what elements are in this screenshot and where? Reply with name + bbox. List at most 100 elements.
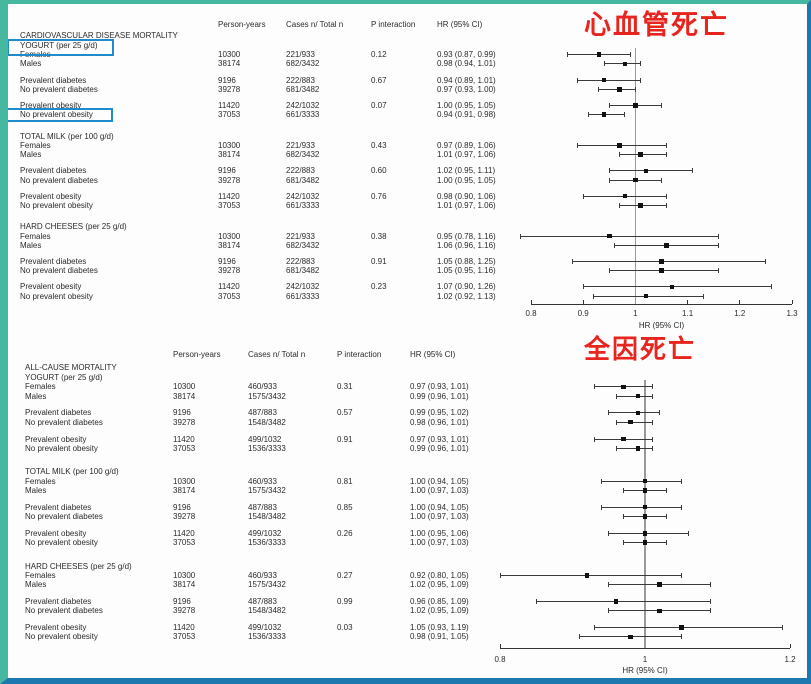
axis-tick-label: 0.8 xyxy=(525,308,537,318)
ci-cap-right xyxy=(718,268,720,274)
row-label: Females xyxy=(20,231,51,241)
cases-value: 661/3333 xyxy=(286,291,320,301)
ci-line xyxy=(572,261,766,262)
forest-marker xyxy=(628,634,633,640)
section-title: ALL-CAUSE MORTALITY xyxy=(25,363,117,372)
ci-cap-left xyxy=(598,86,600,92)
p-interaction-value: 0.76 xyxy=(371,191,387,201)
ci-cap-right xyxy=(651,419,653,425)
axis-tick-label: 0.8 xyxy=(494,655,506,665)
hr-ci-value: 0.98 (0.90, 1.06) xyxy=(437,191,496,201)
ci-cap-left xyxy=(622,487,624,493)
ci-cap-left xyxy=(614,242,616,248)
forest-marker xyxy=(635,393,640,399)
ci-cap-right xyxy=(718,233,720,239)
person-years-value: 39278 xyxy=(173,417,196,427)
row-label: No prevalent diabetes xyxy=(20,84,98,94)
axis-tick-label: 1 xyxy=(642,655,648,665)
ci-cap-left xyxy=(615,393,617,399)
ci-cap-left xyxy=(593,625,595,631)
column-header-cases: Cases n/ Total n xyxy=(286,20,344,29)
forest-marker xyxy=(635,410,640,416)
hr-ci-value: 1.02 (0.95, 1.11) xyxy=(437,166,496,176)
ci-cap-left xyxy=(608,177,610,183)
ci-line xyxy=(601,480,682,482)
row-label: No prevalent obesity xyxy=(25,632,98,642)
forest-marker xyxy=(638,203,643,208)
row-label: No prevalent obesity xyxy=(25,538,98,548)
axis-title: HR (95% CI) xyxy=(638,320,685,330)
p-interaction-value: 0.38 xyxy=(371,231,387,241)
cases-value: 242/1032 xyxy=(286,191,320,201)
forest-marker xyxy=(664,243,669,248)
ci-cap-right xyxy=(666,152,668,158)
row-label: Prevalent obesity xyxy=(25,623,87,633)
row-label: Prevalent obesity xyxy=(25,528,87,538)
ci-cap-left xyxy=(619,202,621,208)
axis-tick-label: 1.3 xyxy=(786,308,798,318)
forest-marker xyxy=(633,177,638,183)
person-years-value: 39278 xyxy=(218,266,241,276)
column-header-hr-ci: HR (95% CI) xyxy=(437,20,483,29)
axis-title: HR (95% CI) xyxy=(622,666,668,676)
column-header-p-interaction: P interaction xyxy=(337,350,382,359)
row-label: No prevalent diabetes xyxy=(20,266,98,276)
ci-cap-right xyxy=(651,384,653,390)
highlight-box xyxy=(8,39,114,56)
person-years-value: 9196 xyxy=(218,166,236,176)
hr-ci-value: 1.00 (0.95, 1.05) xyxy=(437,101,496,110)
axis-tick-label: 1 xyxy=(633,308,638,318)
person-years-value: 37053 xyxy=(173,538,196,548)
forest-panels: Person-years Cases n/ Total n P interactio… xyxy=(8,4,807,678)
cases-value: 460/933 xyxy=(248,476,277,486)
person-years-value: 37053 xyxy=(218,200,241,210)
ci-line xyxy=(609,170,693,172)
hr-ci-value: 0.96 (0.85, 1.09) xyxy=(410,597,469,606)
person-years-value: 39278 xyxy=(173,606,196,616)
hr-ci-value: 1.00 (0.97, 1.03) xyxy=(410,512,469,521)
forest-marker xyxy=(596,52,602,57)
person-years-value: 38174 xyxy=(218,240,241,250)
hr-ci-value: 0.98 (0.91, 1.05) xyxy=(410,632,469,642)
person-years-value: 9196 xyxy=(173,408,191,418)
person-years-value: 10300 xyxy=(218,50,241,60)
cases-value: 1536/3333 xyxy=(248,538,286,548)
ci-cap-left xyxy=(577,142,579,148)
ci-cap-left xyxy=(579,634,581,640)
axis-tick-label: 1.2 xyxy=(784,655,796,665)
forest-marker xyxy=(601,77,607,83)
person-years-value: 11420 xyxy=(218,101,240,110)
hr-ci-value: 0.94 (0.91, 0.98) xyxy=(437,110,496,120)
group-title: YOGURT (per 25 g/d) xyxy=(25,373,103,382)
p-interaction-value: 0.27 xyxy=(337,570,353,580)
person-years-value: 11420 xyxy=(218,282,240,292)
person-years-value: 37053 xyxy=(218,291,241,301)
hr-ci-value: 0.92 (0.80, 1.05) xyxy=(410,570,469,580)
forest-marker xyxy=(622,193,628,199)
forest-marker xyxy=(642,488,648,493)
row-label: Prevalent diabetes xyxy=(20,75,87,85)
ci-cap-left xyxy=(535,599,537,604)
refline xyxy=(644,380,646,649)
cases-value: 1536/3333 xyxy=(248,443,286,453)
ci-cap-left xyxy=(615,419,617,425)
ci-cap-right xyxy=(666,514,668,519)
annotation-cvd-mortality-chinese: 心血管死亡 xyxy=(584,10,729,40)
ci-cap-right xyxy=(680,478,682,484)
forest-marker xyxy=(628,419,633,425)
ci-cap-left xyxy=(520,233,522,239)
ci-cap-left xyxy=(619,152,621,158)
row-label: Males xyxy=(25,485,47,495)
hr-ci-value: 1.00 (0.94, 1.05) xyxy=(410,476,469,486)
row-label: Males xyxy=(20,59,42,69)
person-years-value: 39278 xyxy=(218,175,241,185)
hr-ci-value: 1.00 (0.95, 1.05) xyxy=(437,175,496,185)
ci-cap-right xyxy=(718,242,720,248)
cases-value: 1548/3482 xyxy=(248,512,286,521)
cases-value: 487/883 xyxy=(248,502,277,512)
row-label: Prevalent diabetes xyxy=(20,166,87,176)
cases-value: 499/1032 xyxy=(248,528,282,538)
axis-tick xyxy=(530,299,532,304)
axis-tick xyxy=(739,299,741,304)
ci-cap-right xyxy=(782,625,784,631)
